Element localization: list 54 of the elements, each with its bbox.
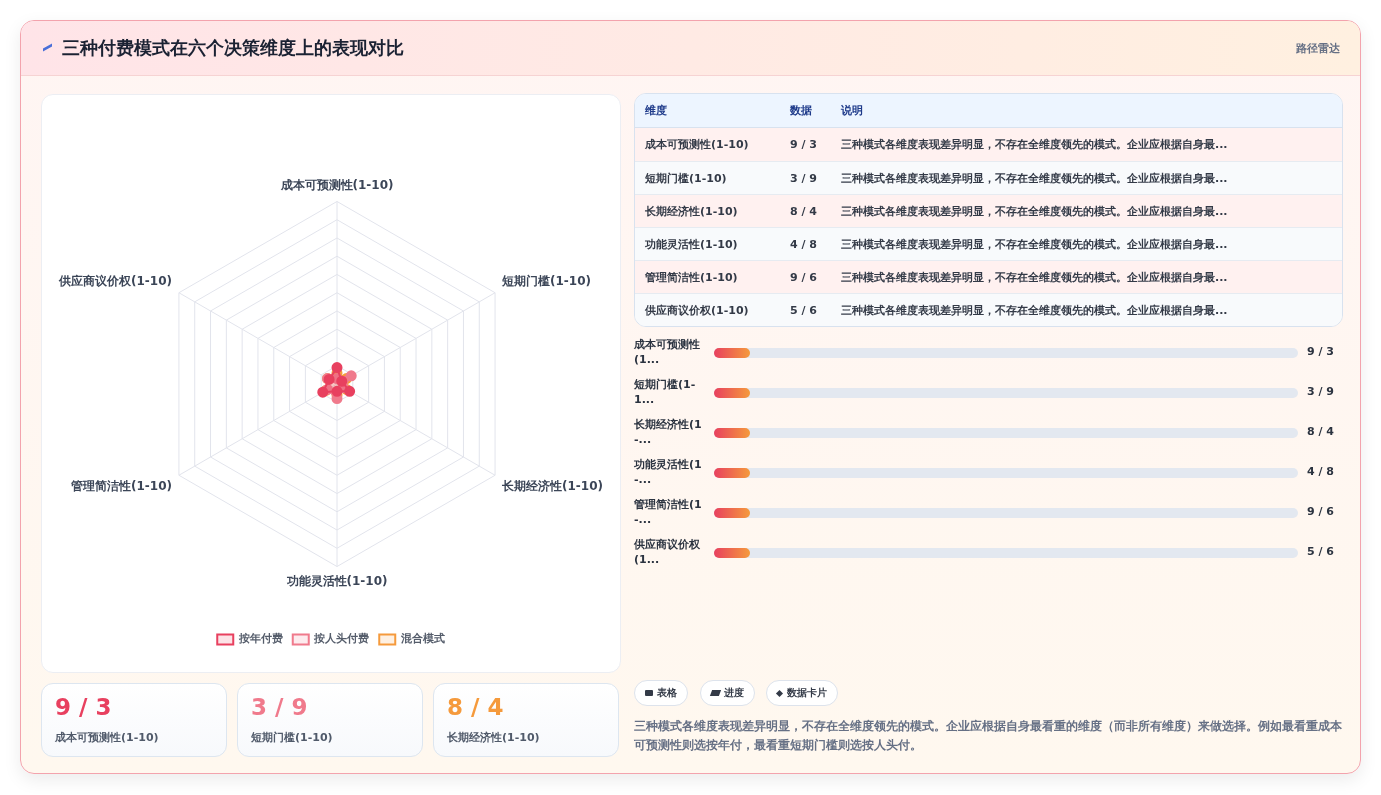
category-label: 短期门槛(1-10) bbox=[251, 730, 333, 745]
text: 进度 bbox=[700, 680, 755, 706]
category-label: 功能灵活性(1-10) bbox=[645, 237, 738, 253]
spoke-label: 长期经济性(1-10) bbox=[501, 478, 603, 493]
text: 3 / 9 bbox=[1307, 385, 1334, 398]
category-label: 成本可预测性(1... bbox=[634, 337, 701, 367]
text: 数据 bbox=[790, 103, 812, 119]
text: 数据卡片 bbox=[766, 680, 838, 706]
category-label: 长期经济性(1-... bbox=[634, 417, 703, 447]
text: 9 / 3 bbox=[790, 138, 817, 151]
text: 9 / 3 bbox=[55, 694, 112, 720]
spoke-label: 成本可预测性(1-10) bbox=[279, 178, 394, 193]
text: 三种模式各维度表现差异明显，不存在全维度领先的模式。企业应根据自身最... bbox=[841, 271, 1228, 284]
text: 三种付费模式在六个决策维度上的表现对比 bbox=[62, 36, 404, 60]
category-label: 长期经济性(1-10) bbox=[447, 730, 540, 745]
text: 8 / 4 bbox=[1307, 425, 1334, 438]
text: 三种模式各维度表现差异明显，不存在全维度领先的模式。企业应根据自身最看重的维度（而非所有维度）来做选择。例如最看重成本可预测性则选按年付，最看重短期门槛则选按人头付。 bbox=[634, 718, 1343, 754]
text: 3 / 9 bbox=[790, 172, 817, 185]
text: 4 / 8 bbox=[790, 238, 817, 251]
text: 5 / 6 bbox=[790, 304, 817, 317]
text: 5 / 6 bbox=[1307, 545, 1334, 558]
category-label: 成本可预测性(1-10) bbox=[645, 137, 749, 153]
spoke-label: 管理简洁性(1-10) bbox=[70, 478, 172, 493]
text: 表格 bbox=[634, 680, 688, 706]
text: 4 / 8 bbox=[1307, 465, 1334, 478]
category-label: 供应商议价权(1-10) bbox=[645, 303, 749, 319]
category-label: 管理简洁性(1-... bbox=[634, 497, 703, 527]
category-label: 短期门槛(1-10) bbox=[645, 171, 727, 187]
spoke-label: 供应商议价权(1-10) bbox=[58, 273, 172, 288]
text: 说明 bbox=[841, 103, 863, 119]
text: 9 / 6 bbox=[1307, 505, 1334, 518]
category-label: 功能灵活性(1-... bbox=[634, 457, 703, 487]
spoke-label: 短期门槛(1-10) bbox=[501, 273, 591, 288]
category-label: 成本可预测性(1-10) bbox=[55, 730, 159, 745]
text: 三种模式各维度表现差异明显，不存在全维度领先的模式。企业应根据自身最... bbox=[841, 205, 1228, 218]
legend-label: 混合模式 bbox=[399, 632, 445, 646]
category-label: 供应商议价权(1... bbox=[634, 537, 701, 567]
text: 三种模式各维度表现差异明显，不存在全维度领先的模式。企业应根据自身最... bbox=[841, 238, 1228, 251]
text: 8 / 4 bbox=[447, 694, 504, 720]
text: 3 / 9 bbox=[251, 694, 308, 720]
text: 三种模式各维度表现差异明显，不存在全维度领先的模式。企业应根据自身最... bbox=[841, 172, 1228, 185]
legend-label: 按年付费 bbox=[237, 632, 283, 646]
text: 路径雷达 bbox=[1296, 41, 1340, 56]
text: 维度 bbox=[645, 103, 667, 119]
text: 9 / 6 bbox=[790, 271, 817, 284]
spoke-label: 功能灵活性(1-10) bbox=[285, 573, 388, 588]
text: 9 / 3 bbox=[1307, 345, 1334, 358]
legend-label: 按人头付费 bbox=[313, 632, 370, 646]
text: 三种模式各维度表现差异明显，不存在全维度领先的模式。企业应根据自身最... bbox=[841, 137, 1228, 153]
category-label: 管理简洁性(1-10) bbox=[645, 270, 738, 286]
category-label: 短期门槛(1-1... bbox=[634, 377, 697, 407]
text: 8 / 4 bbox=[790, 205, 817, 218]
category-label: 长期经济性(1-10) bbox=[645, 204, 738, 220]
text: 三种模式各维度表现差异明显，不存在全维度领先的模式。企业应根据自身最... bbox=[841, 304, 1228, 317]
